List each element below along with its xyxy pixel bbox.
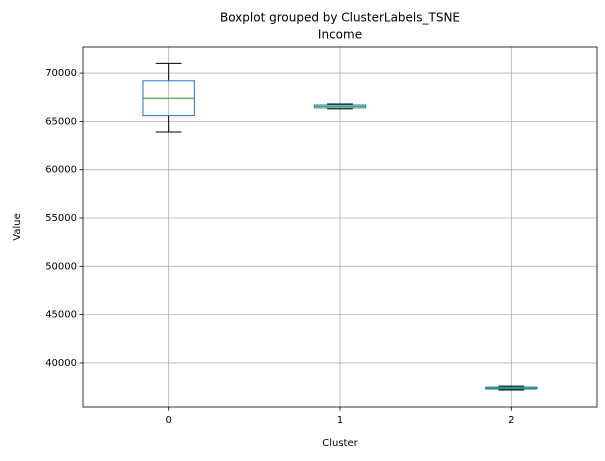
x-tick-label: 0	[165, 415, 171, 426]
chart-suptitle: Boxplot grouped by ClusterLabels_TSNE	[220, 11, 460, 25]
y-tick-label: 45000	[45, 310, 77, 321]
y-tick-label: 65000	[45, 116, 77, 127]
y-tick-label: 50000	[45, 261, 77, 272]
x-tick-label: 1	[337, 415, 343, 426]
y-tick-label: 60000	[45, 165, 77, 176]
plot-frame	[82, 46, 598, 408]
y-axis-label: Value	[12, 213, 23, 240]
chart-title: Income	[318, 28, 362, 42]
y-tick-label: 70000	[45, 68, 77, 79]
y-tick-label: 40000	[45, 358, 77, 369]
y-tick-label: 55000	[45, 213, 77, 224]
x-tick-label: 2	[508, 415, 514, 426]
x-axis-label: Cluster	[322, 438, 358, 449]
